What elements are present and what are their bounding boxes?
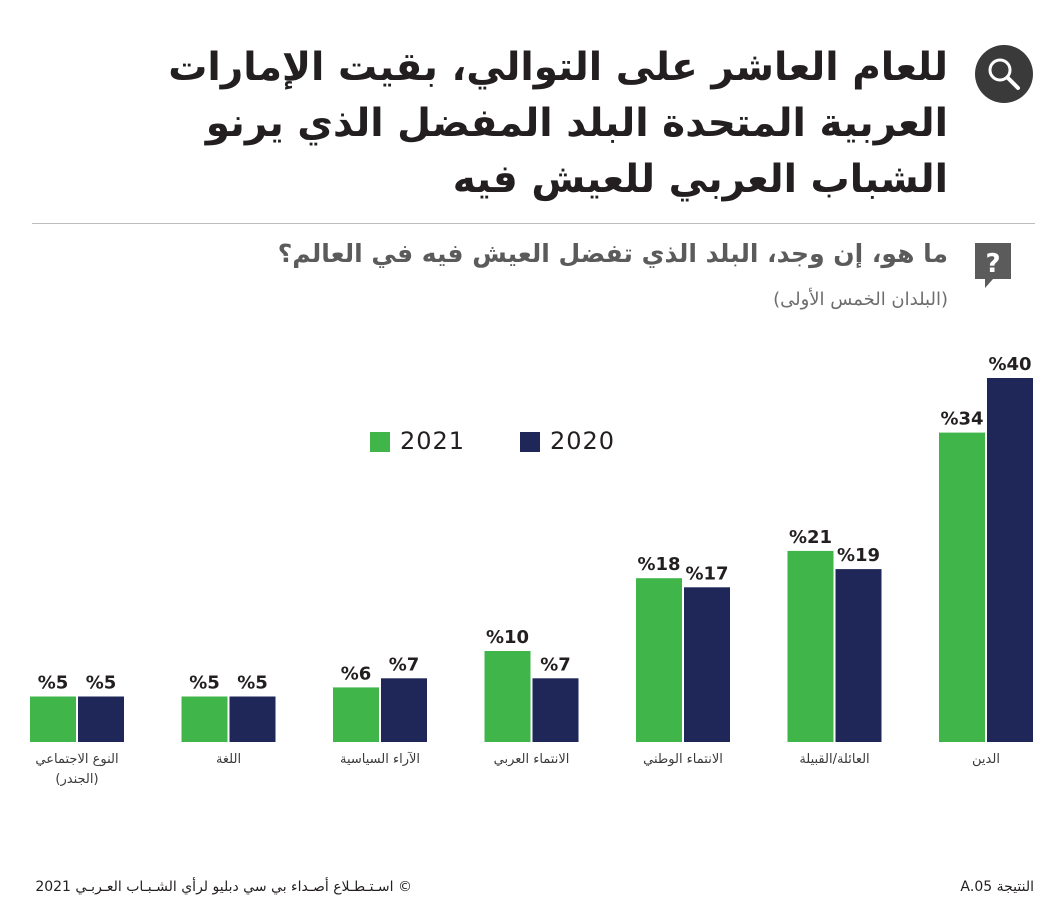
legend-swatch-2020 [520,432,540,452]
magnifier-icon [975,45,1033,103]
category-label-2: الانتماء الوطني [643,752,723,767]
bar-2021-3 [484,651,531,742]
category-label-4: الآراء السياسية [340,751,420,767]
data-label-2021-1: %21 [789,527,832,548]
data-label-2021-4: %6 [341,663,372,684]
category-label-5: اللغة [216,752,241,767]
legend-label-2020: 2020 [550,427,616,455]
data-label-2020-4: %7 [389,654,420,675]
bar-2021-6 [30,696,76,742]
bar-chart: %34 %40 الدين %21%19 العائلة/القبيلة %18 %17 ال… [30,354,1033,787]
question-bubble-icon: ? [975,243,1011,288]
bar-2021-4 [333,687,379,742]
bar-2021-1 [787,550,834,742]
bar-2021-5 [181,696,228,742]
result-id: النتيجة 05.A [960,879,1034,895]
page-title: للعام العاشر على التوالي، بقيت الإمارات … [168,45,948,202]
bar-2020-1 [835,569,882,742]
chart-subtitle: (البلدان الخمس الأولى) [773,289,948,310]
data-label-2021-2: %18 [637,554,680,575]
data-label-2021-0: %34 [940,409,983,430]
survey-question: ما هو، إن وجد، البلد الذي تفضل العيش فيه… [277,239,948,268]
category-label-6-line2: (الجندر) [55,772,98,787]
legend-label-2021: 2021 [400,427,466,455]
bar-2020-2 [684,587,730,742]
bar-2020-4 [381,678,427,742]
category-label-3: الانتماء العربي [494,752,570,767]
data-label-2020-0: %40 [988,354,1031,375]
divider [32,223,1035,224]
data-label-2020-2: %17 [685,563,728,584]
data-label-2020-3: %7 [540,654,571,675]
bar-2021-2 [636,578,682,742]
bar-2020-5 [229,696,276,742]
bar-2021-0 [939,432,985,742]
source-credit: © اسـتـطـلاع أصـداء بي سي دبليو لرأي الش… [35,879,412,895]
data-label-2020-6: %5 [86,673,117,694]
bar-2020-0 [987,378,1033,742]
data-label-2020-1: %19 [837,545,880,566]
category-label-0: الدين [972,752,1000,767]
data-label-2021-5: %5 [189,673,220,694]
data-label-2021-6: %5 [38,673,69,694]
bar-2020-3 [532,678,579,742]
chart-legend: 2021 2020 [370,428,620,454]
data-label-2021-3: %10 [486,627,529,648]
bar-2020-6 [78,696,124,742]
data-label-2020-5: %5 [237,673,268,694]
category-label-6: النوع الاجتماعي [35,752,118,767]
category-label-1: العائلة/القبيلة [799,752,869,767]
svg-text:?: ? [985,249,1000,279]
legend-swatch-2021 [370,432,390,452]
